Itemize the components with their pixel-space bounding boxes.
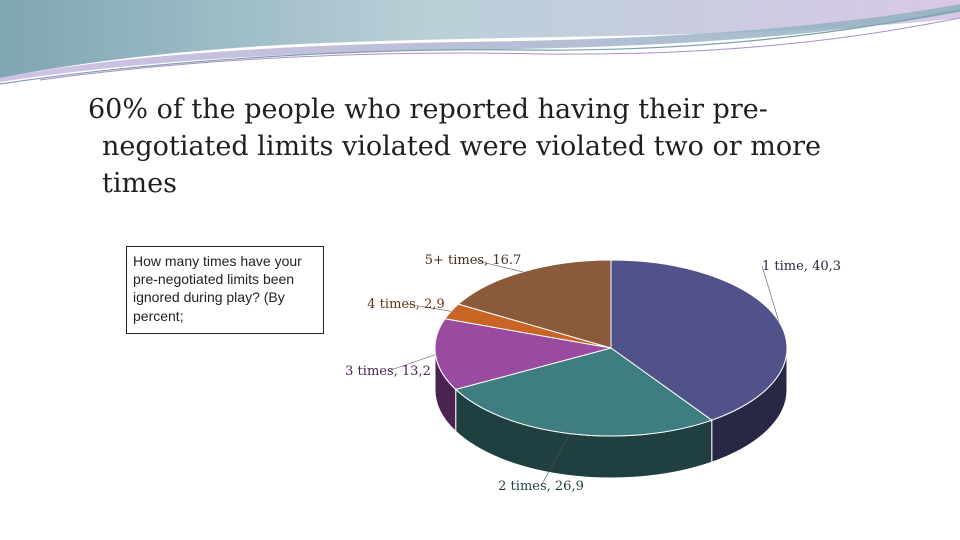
pie-leader-line [540, 433, 571, 487]
pie-leaders [387, 259, 780, 487]
pie-data-label: 3 times, 13,2 [345, 364, 431, 379]
pie-data-label: 2 times, 26,9 [498, 479, 584, 494]
pie-data-label: 5+ times, 16.7 [425, 253, 522, 268]
pie-slice-3-times [434, 318, 612, 390]
pie-labels: 1 time, 40,3 2 times, 26,9 3 times, 13,2 4 … [345, 253, 841, 494]
pie-tops [434, 259, 788, 437]
header-swoosh-decoration [0, 0, 960, 85]
pie-slice-5-times [457, 259, 612, 349]
pie-data-label: 1 time, 40,3 [762, 259, 841, 274]
pie-data-label: 4 times, 2,9 [367, 297, 444, 312]
pie-leader-line [761, 265, 780, 322]
slide-title: 60% of the people who reported having th… [88, 94, 821, 199]
pie-leader-line [405, 303, 452, 312]
pie-leader-line [387, 354, 436, 372]
pie-slice-2-times [454, 347, 713, 437]
question-box: How many times have your pre-negotiated … [126, 246, 324, 334]
pie-leader-line [472, 259, 523, 273]
